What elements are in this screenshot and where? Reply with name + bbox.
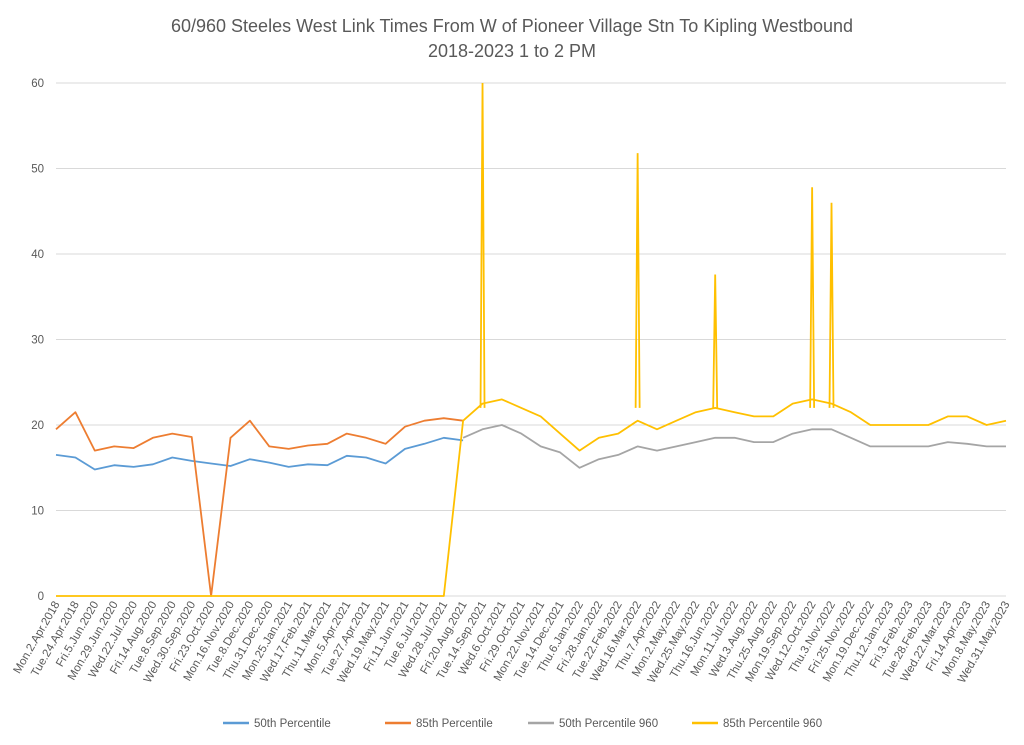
series-line: [55, 436, 464, 471]
series-spike: [828, 202, 835, 408]
series-line: [55, 411, 464, 597]
y-tick-label: 20: [31, 420, 44, 432]
y-tick-label: 0: [38, 591, 44, 603]
y-axis-ticks: 0 10 20 30 40 50 60: [31, 78, 44, 603]
series-line: [462, 424, 1006, 469]
series-lines: [55, 82, 1007, 597]
legend: 50th Percentile 85th Percentile 50th Perce…: [223, 718, 822, 730]
legend-label: 50th Percentile: [254, 718, 331, 730]
chart-title: 60/960 Steeles West Link Times From W of…: [171, 16, 853, 36]
series-spike: [479, 82, 486, 408]
y-tick-label: 40: [31, 249, 44, 261]
legend-label: 85th Percentile 960: [723, 718, 822, 730]
y-tick-label: 30: [31, 335, 44, 347]
legend-label: 50th Percentile 960: [559, 718, 658, 730]
series-spike: [809, 187, 816, 408]
series-line: [56, 398, 1007, 597]
y-tick-label: 50: [31, 164, 44, 176]
x-axis-ticks: Mon.2.Apr.2018Tue.24.Apr.2018Fri.5.Jun.2…: [12, 599, 1013, 685]
series-spike: [634, 153, 641, 408]
y-tick-label: 10: [31, 506, 44, 518]
y-tick-label: 60: [31, 78, 44, 90]
legend-label: 85th Percentile: [416, 718, 493, 730]
chart-subtitle: 2018-2023 1 to 2 PM: [428, 41, 596, 61]
series-spike: [712, 274, 719, 408]
gridlines: [56, 82, 1006, 597]
